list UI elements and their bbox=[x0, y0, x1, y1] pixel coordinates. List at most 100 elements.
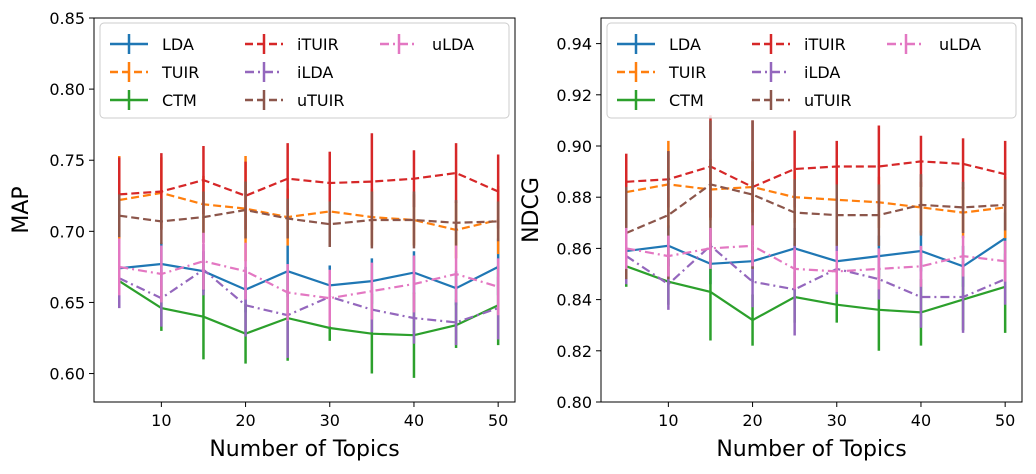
data-point bbox=[667, 283, 670, 286]
data-point bbox=[709, 183, 712, 186]
legend-entry-ilda: iLDA bbox=[245, 62, 333, 82]
data-point bbox=[244, 304, 247, 307]
x-tick-label: 10 bbox=[151, 411, 171, 430]
x-tick-label: 50 bbox=[995, 411, 1015, 430]
series-line bbox=[625, 183, 1006, 235]
data-point bbox=[328, 181, 331, 185]
data-point bbox=[202, 315, 205, 318]
data-point bbox=[751, 318, 754, 322]
x-tick-label: 10 bbox=[658, 411, 678, 430]
data-point bbox=[328, 296, 331, 300]
legend-label: CTM bbox=[162, 91, 197, 110]
legend-entry-ulda: uLDA bbox=[380, 34, 474, 54]
series-line bbox=[626, 160, 1006, 189]
data-point bbox=[835, 165, 838, 168]
data-point bbox=[496, 220, 500, 223]
data-point bbox=[1003, 203, 1007, 207]
data-point bbox=[454, 272, 458, 276]
legend-box bbox=[606, 22, 1017, 119]
data-point bbox=[160, 220, 163, 223]
data-point bbox=[625, 247, 628, 250]
data-point bbox=[877, 308, 881, 312]
y-axis-label: NDCG bbox=[519, 177, 544, 243]
legend-entry-utuir: uTUIR bbox=[752, 90, 851, 110]
data-point bbox=[244, 208, 247, 212]
series-ulda bbox=[118, 232, 500, 327]
series-ctm bbox=[118, 255, 500, 378]
series-line bbox=[118, 280, 499, 337]
data-point bbox=[412, 218, 416, 222]
y-tick-label: 0.92 bbox=[556, 86, 592, 105]
data-point bbox=[793, 267, 796, 271]
data-point bbox=[835, 303, 838, 306]
legend-label: iTUIR bbox=[804, 35, 846, 54]
data-point bbox=[286, 217, 289, 220]
data-point bbox=[412, 282, 416, 286]
legend-label: iTUIR bbox=[297, 35, 339, 54]
y-tick-label: 0.70 bbox=[49, 222, 85, 241]
series-ulda bbox=[625, 225, 1007, 292]
data-point bbox=[454, 171, 458, 175]
chart-panel-ndcg: 0.80 0.82 0.84 0.86 0.88 0.90 0.92 0.94 10 20 30 40… bbox=[519, 17, 1023, 462]
legend-entry-tuir: TUIR bbox=[617, 62, 706, 82]
legend-label: LDA bbox=[162, 35, 194, 54]
data-point bbox=[919, 160, 923, 163]
data-point bbox=[877, 267, 881, 271]
legend-label: TUIR bbox=[161, 63, 199, 82]
data-point bbox=[202, 215, 205, 219]
data-point bbox=[919, 295, 923, 299]
legend-box bbox=[99, 22, 510, 119]
data-point bbox=[793, 211, 796, 214]
legend-label: uLDA bbox=[939, 35, 981, 54]
data-point bbox=[919, 265, 923, 268]
data-point bbox=[160, 190, 163, 193]
x-tick-label: 40 bbox=[911, 411, 931, 430]
y-tick-label: 0.82 bbox=[556, 342, 592, 361]
data-point bbox=[412, 177, 416, 180]
data-point bbox=[667, 254, 670, 258]
data-point bbox=[118, 265, 121, 269]
data-point bbox=[961, 206, 965, 209]
series-line bbox=[119, 171, 499, 197]
data-point bbox=[709, 247, 712, 250]
data-point bbox=[877, 213, 881, 217]
data-point bbox=[1003, 260, 1007, 263]
data-point bbox=[835, 270, 838, 273]
data-point bbox=[370, 180, 374, 183]
legend-label: uTUIR bbox=[804, 91, 851, 110]
legend-entry-lda: LDA bbox=[617, 34, 701, 54]
data-point bbox=[454, 321, 458, 324]
series-line bbox=[625, 265, 1006, 322]
data-point bbox=[877, 165, 881, 168]
data-point bbox=[961, 162, 965, 166]
y-tick-label: 0.75 bbox=[49, 151, 85, 170]
series-ituir bbox=[118, 133, 500, 232]
series-ilda bbox=[625, 227, 1007, 336]
data-point bbox=[496, 190, 500, 193]
series-ituir bbox=[625, 115, 1007, 254]
series-line bbox=[119, 208, 499, 226]
data-point bbox=[961, 295, 965, 299]
data-point bbox=[244, 269, 247, 273]
data-point bbox=[412, 316, 416, 320]
data-point bbox=[961, 254, 965, 258]
y-tick-label: 0.60 bbox=[49, 365, 85, 384]
legend: LDA TUIR CTM iTUIR iLDA uTUIR uLDA bbox=[99, 22, 510, 119]
y-tick-label: 0.86 bbox=[556, 239, 592, 258]
data-point bbox=[751, 193, 754, 196]
legend-label: LDA bbox=[669, 35, 701, 54]
data-point bbox=[793, 167, 796, 171]
y-tick-label: 0.80 bbox=[556, 393, 592, 412]
y-tick-label: 0.85 bbox=[49, 9, 85, 28]
y-tick-label: 0.88 bbox=[556, 188, 592, 207]
series-line bbox=[625, 244, 1006, 299]
legend-entry-ctm: CTM bbox=[110, 90, 197, 110]
y-tick-label: 0.65 bbox=[49, 293, 85, 312]
data-point bbox=[286, 177, 289, 180]
data-point bbox=[751, 244, 754, 248]
y-axis-label: MAP bbox=[9, 186, 34, 233]
legend-label: uTUIR bbox=[297, 91, 344, 110]
series-line bbox=[119, 260, 499, 300]
series-lda bbox=[625, 212, 1007, 287]
